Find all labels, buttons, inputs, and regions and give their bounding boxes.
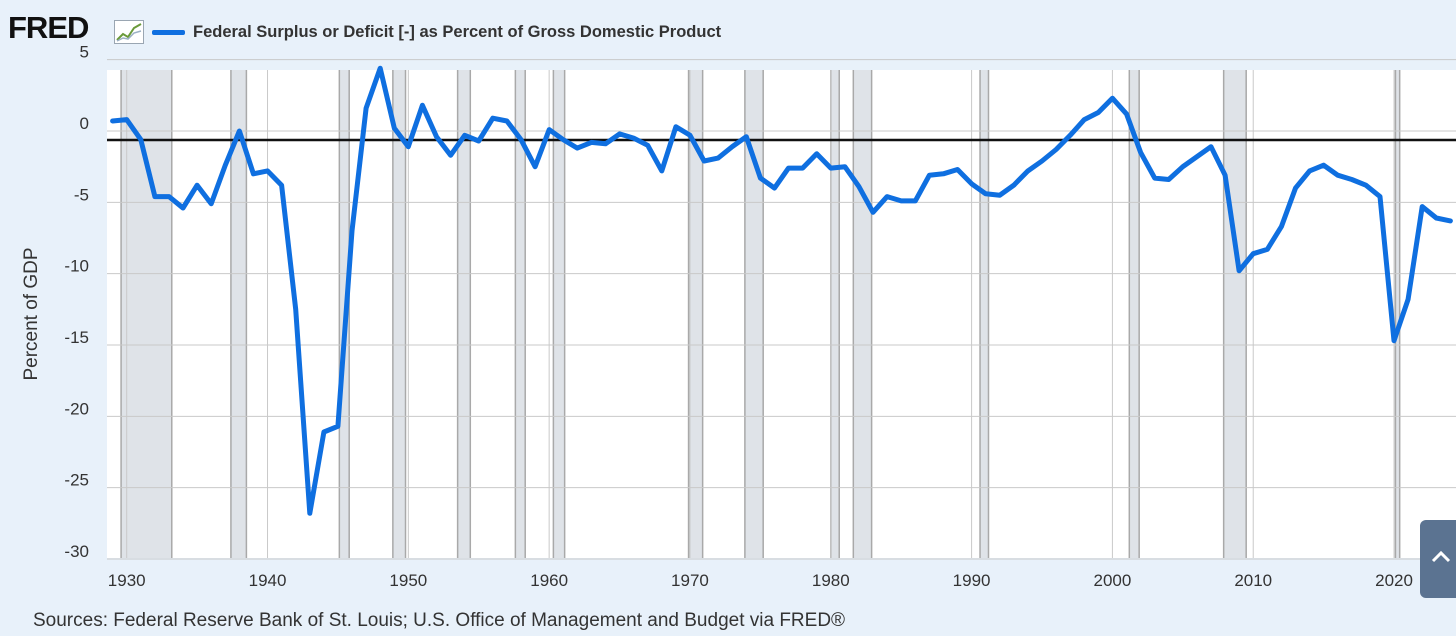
recession-band-13 xyxy=(1223,70,1247,558)
recession-band-1 xyxy=(230,70,247,558)
recession-band-9 xyxy=(830,70,840,558)
y-tick-label: -15 xyxy=(64,328,89,347)
x-tick-label: 2000 xyxy=(1093,571,1131,590)
series-line-0 xyxy=(110,65,1453,516)
chevron-up-icon xyxy=(1431,550,1451,563)
x-tick-labels: 1930 1940 1950 1960 1970 1980 1990 2000 2010 2020 xyxy=(108,571,1413,590)
recession-band-3 xyxy=(392,70,406,558)
y-tick-label: 5 xyxy=(80,43,89,62)
x-tick-label: 1970 xyxy=(671,571,709,590)
fred-logo: FRED xyxy=(8,10,89,45)
x-tick-label: 1980 xyxy=(812,571,850,590)
recession-band-12 xyxy=(1129,70,1140,558)
x-tick-label: 1930 xyxy=(108,571,146,590)
y-tick-label: -25 xyxy=(64,471,89,490)
recession-band-8 xyxy=(744,70,764,558)
x-tick-label: 2020 xyxy=(1375,571,1413,590)
chart-legend: Federal Surplus or Deficit [-] as Percen… xyxy=(152,20,721,44)
series-layer xyxy=(110,65,1453,516)
recession-band-6 xyxy=(553,70,565,558)
x-tick-label: 1990 xyxy=(953,571,991,590)
x-tick-label: 1950 xyxy=(389,571,427,590)
y-tick-label: -5 xyxy=(74,185,89,204)
recession-band-5 xyxy=(515,70,526,558)
x-tick-label: 1940 xyxy=(249,571,287,590)
x-tick-label: 2010 xyxy=(1234,571,1272,590)
recession-band-4 xyxy=(457,70,471,558)
recession-band-10 xyxy=(853,70,872,558)
y-tick-label: 0 xyxy=(80,114,89,133)
recession-band-0 xyxy=(121,70,172,558)
recession-band-11 xyxy=(980,70,989,558)
y-tick-label: -30 xyxy=(64,542,89,561)
recession-band-14 xyxy=(1395,70,1400,558)
legend-swatch xyxy=(152,29,185,35)
line-chart-icon xyxy=(114,20,144,44)
legend-series-label: Federal Surplus or Deficit [-] as Percen… xyxy=(193,22,722,41)
recession-band-7 xyxy=(688,70,703,558)
scroll-to-top-button[interactable] xyxy=(1420,520,1456,598)
y-axis-label: Percent of GDP xyxy=(21,247,42,380)
chart-source: Sources: Federal Reserve Bank of St. Lou… xyxy=(33,610,846,631)
y-tick-label: -10 xyxy=(64,257,89,276)
x-tick-label: 1960 xyxy=(530,571,568,590)
grid-lines xyxy=(107,59,1456,560)
y-tick-label: -20 xyxy=(64,399,89,418)
y-tick-labels: 5 0 -5 -10 -15 -20 -25 -30 xyxy=(64,43,89,561)
